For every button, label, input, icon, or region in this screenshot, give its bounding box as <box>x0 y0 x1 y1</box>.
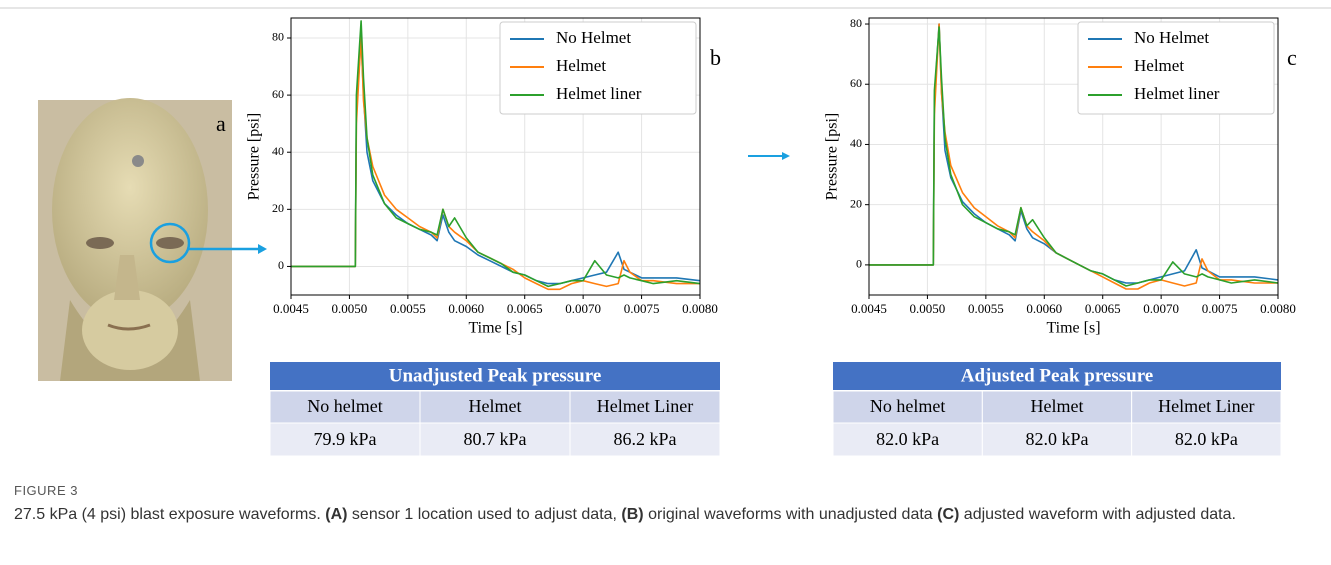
x-tick-label: 0.0060 <box>1026 301 1062 316</box>
y-tick-label: 20 <box>272 201 284 215</box>
x-tick-label: 0.0045 <box>273 301 309 316</box>
cell-text: 80.7 kPa <box>464 429 527 449</box>
cell <box>1131 422 1282 457</box>
x-tick-label: 0.0055 <box>968 301 1004 316</box>
header-cell <box>832 390 983 424</box>
table-title-row <box>270 362 720 390</box>
header-text: No helmet <box>870 396 945 416</box>
header-text: Helmet <box>1031 396 1084 416</box>
y-axis-label: Pressure [psi] <box>824 113 841 201</box>
x-tick-label: 0.0060 <box>448 301 484 316</box>
legend-label: No Helmet <box>1134 28 1209 47</box>
y-tick-label: 80 <box>272 30 284 44</box>
x-tick-label: 0.0065 <box>1085 301 1121 316</box>
caption-text: original waveforms with unadjusted data <box>643 506 938 523</box>
legend <box>1077 21 1275 115</box>
caption-text: sensor 1 location used to adjust data, <box>347 506 622 523</box>
x-axis-label: Time [s] <box>1046 320 1100 337</box>
legend-label: Helmet <box>1134 56 1184 75</box>
cell-text: 82.0 kPa <box>1175 429 1238 449</box>
header-cell <box>569 390 721 424</box>
panel-label: b <box>710 45 721 70</box>
legend-label: Helmet <box>556 56 606 75</box>
caption-ref: (C) <box>937 506 960 523</box>
table-title: Adjusted Peak pressure <box>961 365 1153 386</box>
legend-label: Helmet liner <box>556 84 642 103</box>
y-tick-label: 0 <box>856 257 862 271</box>
x-tick-label: 0.0070 <box>1143 301 1179 316</box>
panel-label: a <box>216 111 226 136</box>
table-title-row <box>833 362 1281 390</box>
header-cell <box>1131 390 1282 424</box>
y-tick-label: 60 <box>850 76 862 90</box>
cell <box>419 422 571 457</box>
x-axis-label: Time [s] <box>468 320 522 337</box>
series-line <box>291 37 701 285</box>
header-cell <box>419 390 571 424</box>
middle-arrow <box>748 152 790 160</box>
cell-text: 86.2 kPa <box>614 429 677 449</box>
x-tick-label: 0.0080 <box>1260 301 1296 316</box>
series-line <box>291 20 701 288</box>
y-tick-label: 40 <box>272 144 284 158</box>
cell <box>569 422 721 457</box>
header-cell <box>269 390 421 424</box>
x-tick-label: 0.0070 <box>565 301 601 316</box>
plot-frame <box>290 17 701 296</box>
cell-text: 82.0 kPa <box>1026 429 1089 449</box>
x-tick-label: 0.0065 <box>507 301 543 316</box>
legend <box>499 21 697 115</box>
header-text: Helmet Liner <box>1158 396 1254 416</box>
y-axis-label: Pressure [psi] <box>246 113 263 201</box>
caption-label: FIGURE 3 <box>14 483 78 498</box>
x-tick-label: 0.0050 <box>910 301 946 316</box>
legend-label: Helmet liner <box>1134 84 1220 103</box>
series-line <box>869 26 1279 287</box>
table: Unadjusted Peak pressure No helmet Helmet H… <box>269 362 721 457</box>
chart: 0 20 40 60 80 0.0045 0.0050 0.0055 0.0060 0.0065 0… <box>246 17 718 337</box>
y-tick-label: 20 <box>850 196 862 210</box>
cell-text: 79.9 kPa <box>314 429 377 449</box>
legend-label: No Helmet <box>556 28 631 47</box>
header-text: Helmet <box>469 396 522 416</box>
y-tick-label: 0 <box>278 258 284 272</box>
x-tick-label: 0.0050 <box>332 301 368 316</box>
caption-text: 27.5 kPa (4 psi) blast exposure waveform… <box>14 506 326 523</box>
x-tick-label: 0.0075 <box>624 301 660 316</box>
x-tick-label: 0.0045 <box>851 301 887 316</box>
header-text: No helmet <box>307 396 382 416</box>
caption-text: adjusted waveform with adjusted data. <box>959 506 1236 523</box>
y-tick-label: 40 <box>850 136 862 150</box>
x-tick-label: 0.0055 <box>390 301 426 316</box>
table-title: Unadjusted Peak pressure <box>389 365 602 386</box>
x-tick-label: 0.0075 <box>1202 301 1238 316</box>
header-text: Helmet Liner <box>597 396 693 416</box>
y-tick-label: 60 <box>272 87 284 101</box>
cell-text: 82.0 kPa <box>876 429 939 449</box>
photo: a <box>38 98 267 381</box>
panel-label: c <box>1287 45 1297 70</box>
caption-ref: (B) <box>621 506 644 523</box>
caption: 27.5 kPa (4 psi) blast exposure waveform… <box>14 504 1254 526</box>
caption-ref: (A) <box>325 506 348 523</box>
plot-frame <box>868 17 1279 296</box>
y-tick-label: 80 <box>850 16 862 30</box>
x-tick-label: 0.0080 <box>682 301 718 316</box>
table: Adjusted Peak pressure No helmet Helmet Hel… <box>832 362 1282 457</box>
chart: 0 20 40 60 80 0.0045 0.0050 0.0055 0.0060 0.0065 0… <box>824 16 1296 337</box>
